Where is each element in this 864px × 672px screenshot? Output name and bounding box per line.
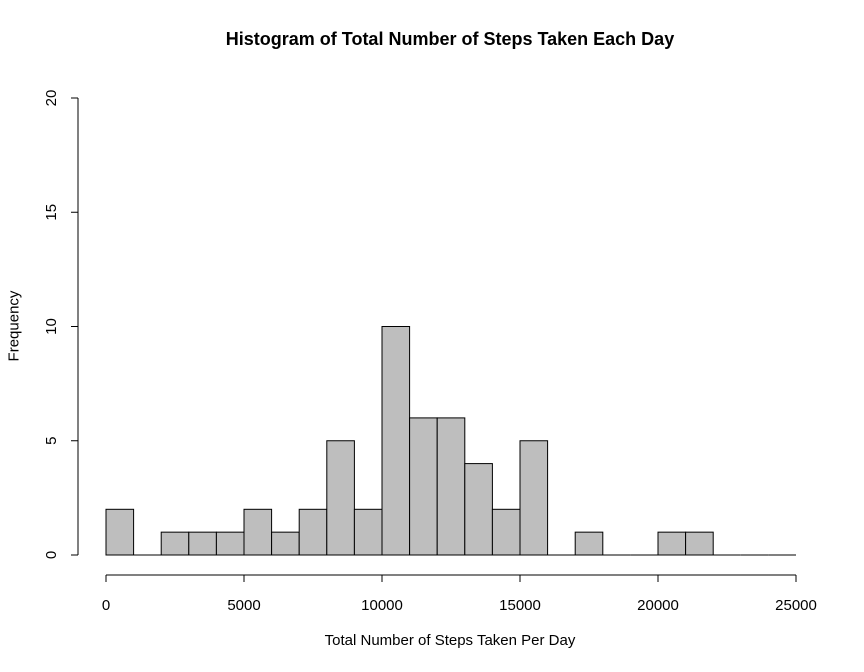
x-tick-label: 25000: [775, 597, 817, 614]
x-axis-label: Total Number of Steps Taken Per Day: [324, 632, 576, 649]
histogram-bar: [685, 531, 714, 556]
x-tick-label: 20000: [637, 597, 679, 614]
histogram-bar: [243, 508, 273, 556]
histogram-bar: [215, 531, 245, 556]
y-axis: 0 5 10 15 20: [43, 90, 79, 559]
histogram-bar: [326, 440, 355, 556]
histogram-bar: [353, 508, 383, 556]
histogram-bar: [381, 326, 411, 556]
histogram-bar: [188, 531, 217, 556]
x-tick-label: 10000: [361, 597, 403, 614]
x-tick-label: 0: [102, 597, 110, 614]
histogram-bar: [491, 508, 521, 556]
chart-title: Histogram of Total Number of Steps Taken…: [225, 29, 675, 49]
x-tick-label: 15000: [499, 597, 541, 614]
histogram-bar: [574, 531, 604, 556]
histogram-bars: [105, 326, 796, 556]
x-axis: 0 5000 10000 15000 20000 25000: [102, 574, 817, 614]
y-tick-label: 20: [43, 90, 60, 107]
x-tick-label: 5000: [227, 597, 260, 614]
histogram-bar: [160, 531, 190, 556]
histogram-bar: [298, 508, 328, 556]
histogram-bar: [464, 463, 493, 556]
histogram-bar: [105, 508, 135, 556]
y-tick-label: 0: [43, 551, 60, 559]
histogram-bar: [519, 440, 549, 556]
histogram-bar: [271, 531, 300, 556]
y-tick-label: 5: [43, 437, 60, 445]
histogram-bar: [657, 531, 687, 556]
y-tick-label: 15: [43, 204, 60, 221]
y-tick-label: 10: [43, 318, 60, 335]
histogram-bar: [436, 417, 466, 556]
histogram-bar: [409, 417, 438, 556]
